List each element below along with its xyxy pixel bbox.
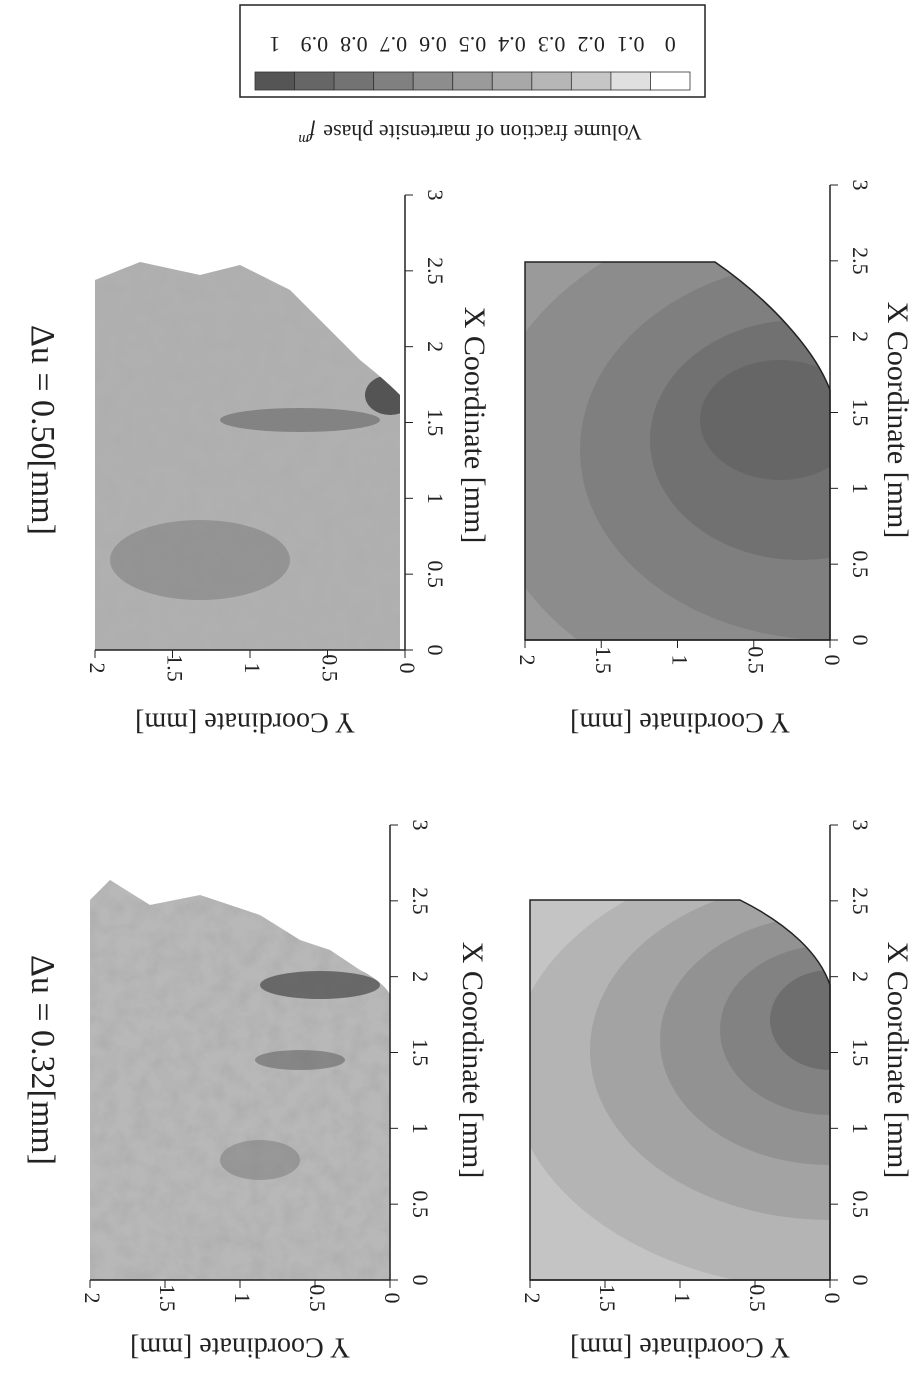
- y-tick-label: 0.5: [305, 1284, 330, 1312]
- colorbar-level: 0: [665, 32, 676, 57]
- x-tick-label: 1: [848, 483, 873, 494]
- colorbar-swatch: [294, 71, 335, 91]
- y-tick-label: 0.5: [317, 654, 342, 682]
- colorbar-swatch: [452, 71, 493, 91]
- x-tick-label: 2.5: [408, 887, 433, 915]
- colorbar-level: 0.5: [459, 32, 487, 57]
- x-tick-label: 1.5: [408, 1039, 433, 1067]
- colorbar-symbol: f: [306, 120, 315, 145]
- simulation-map: [530, 900, 830, 1280]
- y-tick-label: 2: [520, 1293, 545, 1304]
- y-tick-label: 0: [820, 655, 845, 666]
- colorbar-level: 0.2: [577, 32, 605, 57]
- y-axis-label: Y Coordinate [mm]: [570, 707, 790, 738]
- colorbar-swatch: [254, 71, 295, 91]
- experiment-map: [90, 880, 390, 1280]
- colorbar-level: 0.3: [538, 32, 566, 57]
- x-tick-label: 0: [423, 645, 448, 656]
- x-tick-label: 2: [848, 331, 873, 342]
- simulation-map: [525, 262, 830, 640]
- x-tick-label: 1.5: [848, 1039, 873, 1067]
- x-axis-label: X Coordinate [mm]: [881, 302, 914, 539]
- colorbar-swatch: [570, 71, 612, 91]
- x-tick-label: 1.5: [423, 409, 448, 437]
- x-tick-label: 1: [408, 1123, 433, 1134]
- colorbar-label-text: Volume fraction of martensite phase: [323, 120, 642, 145]
- x-tick-label: 1.5: [848, 399, 873, 427]
- x-tick-label: 2: [408, 971, 433, 982]
- colorbar-label: Volume fraction of martensite phase fm: [298, 120, 642, 147]
- y-tick-label: 1.5: [162, 654, 187, 682]
- x-tick-label: 0.5: [408, 1190, 433, 1218]
- y-tick-label: 1: [240, 663, 265, 674]
- y-tick-label: 0: [380, 1293, 405, 1304]
- panel-title: Δu = 0.32[mm]: [24, 955, 61, 1165]
- colorbar-swatch: [333, 71, 375, 91]
- x-tick-label: 0.5: [848, 1190, 873, 1218]
- colorbar-swatch: [412, 71, 454, 91]
- specimen-outline: [524, 261, 831, 641]
- x-tick-label: 2: [848, 971, 873, 982]
- x-tick-label: 1: [848, 1123, 873, 1134]
- x-tick-label: 3: [408, 820, 433, 831]
- y-tick-label: 1.5: [155, 1284, 180, 1312]
- y-tick-label: 2: [80, 1293, 105, 1304]
- colorbar-swatch: [610, 71, 651, 91]
- y-tick-label: 1.5: [595, 1284, 620, 1312]
- x-tick-label: 0.5: [423, 560, 448, 588]
- x-tick-label: 2.5: [423, 257, 448, 285]
- colorbar-swatch: [491, 71, 533, 91]
- x-axis-label: X Coordinate [mm]: [456, 942, 489, 1179]
- x-tick-label: 0.5: [848, 550, 873, 578]
- x-axis-label: X Coordinate [mm]: [881, 942, 914, 1179]
- x-tick-label: 3: [423, 190, 448, 201]
- colorbar-level: 0.9: [301, 32, 329, 57]
- experiment-map: [95, 262, 400, 650]
- y-tick-label: 1.5: [591, 646, 616, 674]
- x-tick-label: 1: [423, 493, 448, 504]
- colorbar-superscript: m: [298, 131, 309, 147]
- colorbar-swatch: [373, 71, 414, 91]
- y-tick-label: 1: [670, 1293, 695, 1304]
- y-tick-label: 0.5: [745, 1284, 770, 1312]
- colorbar-level: 0.4: [498, 32, 526, 57]
- x-tick-label: 3: [848, 180, 873, 191]
- x-tick-label: 0: [848, 635, 873, 646]
- y-tick-label: 0.5: [744, 646, 769, 674]
- y-axis-label: Y Coordinate [mm]: [570, 1332, 790, 1363]
- y-tick-label: 2: [85, 663, 110, 674]
- x-tick-label: 0: [848, 1275, 873, 1286]
- colorbar-level: 0.6: [419, 32, 447, 57]
- colorbar-level: 0.7: [380, 32, 408, 57]
- panel-title: Δu = 0.50[mm]: [24, 325, 61, 535]
- y-axis-label: Y Coordinate [mm]: [130, 1332, 350, 1363]
- y-tick-label: 1: [667, 655, 692, 666]
- x-axis-label: X Coordinate [mm]: [458, 307, 491, 544]
- y-tick-label: 0: [820, 1293, 845, 1304]
- x-tick-label: 2: [423, 341, 448, 352]
- x-tick-label: 0: [408, 1275, 433, 1286]
- y-tick-label: 0: [395, 663, 420, 674]
- x-tick-label: 2.5: [848, 247, 873, 275]
- y-tick-label: 2: [515, 655, 540, 666]
- x-tick-label: 2.5: [848, 887, 873, 915]
- colorbar-level: 0.1: [617, 32, 645, 57]
- colorbar-level: 1: [269, 32, 280, 57]
- y-tick-label: 1: [230, 1293, 255, 1304]
- colorbar-swatch: [531, 71, 572, 91]
- y-axis-label: Y Coordinate [mm]: [135, 707, 355, 738]
- x-tick-label: 3: [848, 820, 873, 831]
- colorbar-swatch: [650, 71, 691, 91]
- colorbar-level: 0.8: [340, 32, 368, 57]
